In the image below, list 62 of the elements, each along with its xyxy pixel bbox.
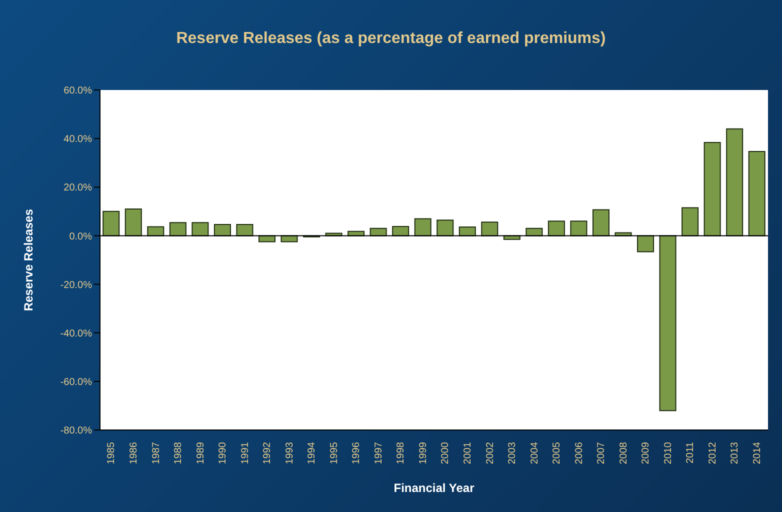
x-tick-label: 1987 (150, 442, 162, 464)
x-tick-label: 1986 (128, 442, 140, 464)
x-tick-label: 1990 (218, 442, 229, 464)
x-axis-title: Financial Year (394, 481, 475, 495)
x-tick-label: 1989 (195, 442, 206, 464)
x-tick-label: 2001 (462, 442, 474, 464)
chart-title: Reserve Releases (as a percentage of earned premiums) (175, 30, 607, 48)
bar (436, 220, 454, 236)
y-tick-label: 60.0% (64, 86, 92, 97)
bar (236, 224, 254, 236)
y-tick-label: 0.0% (69, 231, 92, 242)
x-tick-label: 1995 (328, 442, 340, 464)
x-tick-label: 2011 (685, 442, 696, 464)
x-tick-label: 2012 (707, 442, 718, 464)
bar (682, 207, 699, 236)
x-tick-label: 2013 (730, 442, 741, 464)
x-tick-label: 1992 (262, 442, 274, 464)
bar (258, 235, 276, 242)
x-tick-label: 2006 (574, 442, 585, 464)
y-tick-label: 40.0% (64, 134, 92, 146)
bar (280, 235, 298, 242)
x-tick-label: 2010 (662, 442, 674, 464)
x-tick-label: 2000 (440, 442, 452, 464)
bar (726, 128, 744, 236)
x-tick-label: 2009 (640, 442, 652, 464)
x-tick-label: 1998 (396, 442, 407, 464)
bar (169, 222, 186, 236)
x-tick-label: 2005 (552, 442, 563, 464)
bar (659, 235, 676, 412)
x-tick-label: 1997 (373, 442, 384, 464)
bar (637, 235, 654, 252)
bar (548, 220, 565, 236)
y-tick-label: -20.0% (60, 280, 92, 291)
bar (481, 222, 498, 236)
y-tick-label: -80.0% (60, 426, 92, 437)
x-tick-label: 2008 (618, 442, 630, 464)
y-tick-label: 20.0% (64, 182, 92, 194)
y-axis-title: Reserve Releases (21, 208, 36, 312)
x-tick-label: 1988 (173, 442, 184, 464)
x-tick-label: 2004 (529, 442, 540, 464)
y-tick-label: -40.0% (60, 328, 92, 340)
bar (748, 150, 766, 236)
x-tick-label: 1993 (284, 442, 296, 464)
y-tick-label: -60.0% (60, 376, 92, 388)
bar (124, 208, 142, 236)
bar (102, 210, 120, 236)
x-tick-label: 1991 (240, 442, 251, 464)
bar (192, 222, 209, 236)
bar (704, 142, 721, 236)
bar (592, 209, 610, 236)
x-tick-label: 1985 (106, 442, 118, 464)
x-tick-label: 2014 (752, 442, 763, 464)
bar (147, 226, 164, 236)
x-tick-label: 1994 (306, 442, 318, 464)
x-tick-label: 2002 (484, 442, 496, 464)
bar (214, 224, 231, 236)
x-tick-label: 1999 (418, 442, 429, 464)
bar (414, 218, 432, 236)
bar (570, 220, 588, 236)
x-tick-label: 2003 (507, 442, 518, 464)
x-tick-label: 2007 (596, 442, 608, 464)
x-tick-label: 1996 (351, 442, 362, 464)
